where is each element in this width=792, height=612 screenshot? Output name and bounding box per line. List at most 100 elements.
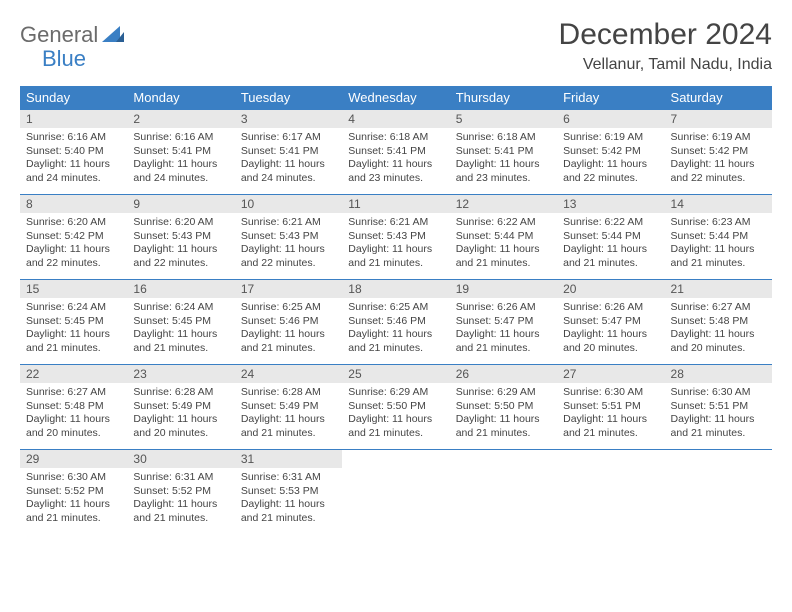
day-number: 27 xyxy=(557,365,664,383)
weekday-header: Tuesday xyxy=(235,86,342,110)
day-info: Sunrise: 6:30 AMSunset: 5:51 PMDaylight:… xyxy=(665,383,772,444)
calendar-cell xyxy=(342,450,449,535)
day-number: 21 xyxy=(665,280,772,298)
day-info: Sunrise: 6:19 AMSunset: 5:42 PMDaylight:… xyxy=(665,128,772,189)
calendar-cell: 9Sunrise: 6:20 AMSunset: 5:43 PMDaylight… xyxy=(127,195,234,280)
day-number: 11 xyxy=(342,195,449,213)
calendar-cell xyxy=(557,450,664,535)
calendar-cell: 31Sunrise: 6:31 AMSunset: 5:53 PMDayligh… xyxy=(235,450,342,535)
calendar-cell: 27Sunrise: 6:30 AMSunset: 5:51 PMDayligh… xyxy=(557,365,664,450)
day-number: 18 xyxy=(342,280,449,298)
calendar-row: 29Sunrise: 6:30 AMSunset: 5:52 PMDayligh… xyxy=(20,450,772,535)
day-number: 15 xyxy=(20,280,127,298)
day-number: 30 xyxy=(127,450,234,468)
day-info: Sunrise: 6:18 AMSunset: 5:41 PMDaylight:… xyxy=(450,128,557,189)
day-number: 5 xyxy=(450,110,557,128)
day-number: 28 xyxy=(665,365,772,383)
calendar-cell: 7Sunrise: 6:19 AMSunset: 5:42 PMDaylight… xyxy=(665,110,772,195)
day-number: 16 xyxy=(127,280,234,298)
calendar-cell: 8Sunrise: 6:20 AMSunset: 5:42 PMDaylight… xyxy=(20,195,127,280)
logo: General xyxy=(20,22,124,48)
title-block: December 2024 Vellanur, Tamil Nadu, Indi… xyxy=(559,18,772,74)
day-number: 7 xyxy=(665,110,772,128)
day-info: Sunrise: 6:29 AMSunset: 5:50 PMDaylight:… xyxy=(342,383,449,444)
logo-text-general: General xyxy=(20,22,98,48)
calendar-cell: 2Sunrise: 6:16 AMSunset: 5:41 PMDaylight… xyxy=(127,110,234,195)
day-info: Sunrise: 6:27 AMSunset: 5:48 PMDaylight:… xyxy=(20,383,127,444)
day-info: Sunrise: 6:28 AMSunset: 5:49 PMDaylight:… xyxy=(127,383,234,444)
day-number: 12 xyxy=(450,195,557,213)
day-number: 6 xyxy=(557,110,664,128)
calendar-cell: 14Sunrise: 6:23 AMSunset: 5:44 PMDayligh… xyxy=(665,195,772,280)
calendar-cell: 4Sunrise: 6:18 AMSunset: 5:41 PMDaylight… xyxy=(342,110,449,195)
calendar-cell: 11Sunrise: 6:21 AMSunset: 5:43 PMDayligh… xyxy=(342,195,449,280)
day-number: 31 xyxy=(235,450,342,468)
calendar-cell: 15Sunrise: 6:24 AMSunset: 5:45 PMDayligh… xyxy=(20,280,127,365)
calendar-body: 1Sunrise: 6:16 AMSunset: 5:40 PMDaylight… xyxy=(20,110,772,535)
calendar-cell: 12Sunrise: 6:22 AMSunset: 5:44 PMDayligh… xyxy=(450,195,557,280)
calendar-cell: 25Sunrise: 6:29 AMSunset: 5:50 PMDayligh… xyxy=(342,365,449,450)
weekday-header: Saturday xyxy=(665,86,772,110)
calendar-cell: 18Sunrise: 6:25 AMSunset: 5:46 PMDayligh… xyxy=(342,280,449,365)
calendar-cell: 19Sunrise: 6:26 AMSunset: 5:47 PMDayligh… xyxy=(450,280,557,365)
day-info: Sunrise: 6:22 AMSunset: 5:44 PMDaylight:… xyxy=(557,213,664,274)
weekday-header: Thursday xyxy=(450,86,557,110)
day-info: Sunrise: 6:28 AMSunset: 5:49 PMDaylight:… xyxy=(235,383,342,444)
day-info: Sunrise: 6:26 AMSunset: 5:47 PMDaylight:… xyxy=(557,298,664,359)
day-number: 2 xyxy=(127,110,234,128)
weekday-header: Sunday xyxy=(20,86,127,110)
calendar-cell: 3Sunrise: 6:17 AMSunset: 5:41 PMDaylight… xyxy=(235,110,342,195)
day-number: 20 xyxy=(557,280,664,298)
day-info: Sunrise: 6:26 AMSunset: 5:47 PMDaylight:… xyxy=(450,298,557,359)
logo-triangle-icon xyxy=(102,24,124,47)
day-info: Sunrise: 6:17 AMSunset: 5:41 PMDaylight:… xyxy=(235,128,342,189)
weekday-header: Friday xyxy=(557,86,664,110)
calendar-row: 1Sunrise: 6:16 AMSunset: 5:40 PMDaylight… xyxy=(20,110,772,195)
weekday-header: Wednesday xyxy=(342,86,449,110)
day-number: 24 xyxy=(235,365,342,383)
day-info: Sunrise: 6:22 AMSunset: 5:44 PMDaylight:… xyxy=(450,213,557,274)
weekday-header-row: SundayMondayTuesdayWednesdayThursdayFrid… xyxy=(20,86,772,110)
calendar-row: 15Sunrise: 6:24 AMSunset: 5:45 PMDayligh… xyxy=(20,280,772,365)
calendar-table: SundayMondayTuesdayWednesdayThursdayFrid… xyxy=(20,86,772,534)
day-info: Sunrise: 6:25 AMSunset: 5:46 PMDaylight:… xyxy=(235,298,342,359)
day-number: 3 xyxy=(235,110,342,128)
day-info: Sunrise: 6:30 AMSunset: 5:51 PMDaylight:… xyxy=(557,383,664,444)
weekday-header: Monday xyxy=(127,86,234,110)
calendar-row: 22Sunrise: 6:27 AMSunset: 5:48 PMDayligh… xyxy=(20,365,772,450)
month-title: December 2024 xyxy=(559,18,772,52)
day-info: Sunrise: 6:31 AMSunset: 5:52 PMDaylight:… xyxy=(127,468,234,529)
calendar-cell: 5Sunrise: 6:18 AMSunset: 5:41 PMDaylight… xyxy=(450,110,557,195)
calendar-cell: 24Sunrise: 6:28 AMSunset: 5:49 PMDayligh… xyxy=(235,365,342,450)
day-number: 23 xyxy=(127,365,234,383)
day-number: 26 xyxy=(450,365,557,383)
day-info: Sunrise: 6:21 AMSunset: 5:43 PMDaylight:… xyxy=(342,213,449,274)
day-number: 9 xyxy=(127,195,234,213)
day-number: 8 xyxy=(20,195,127,213)
day-info: Sunrise: 6:31 AMSunset: 5:53 PMDaylight:… xyxy=(235,468,342,529)
calendar-cell: 20Sunrise: 6:26 AMSunset: 5:47 PMDayligh… xyxy=(557,280,664,365)
day-info: Sunrise: 6:29 AMSunset: 5:50 PMDaylight:… xyxy=(450,383,557,444)
calendar-cell: 13Sunrise: 6:22 AMSunset: 5:44 PMDayligh… xyxy=(557,195,664,280)
day-info: Sunrise: 6:16 AMSunset: 5:41 PMDaylight:… xyxy=(127,128,234,189)
day-number: 1 xyxy=(20,110,127,128)
day-info: Sunrise: 6:18 AMSunset: 5:41 PMDaylight:… xyxy=(342,128,449,189)
calendar-cell: 22Sunrise: 6:27 AMSunset: 5:48 PMDayligh… xyxy=(20,365,127,450)
location: Vellanur, Tamil Nadu, India xyxy=(559,56,772,74)
day-info: Sunrise: 6:20 AMSunset: 5:43 PMDaylight:… xyxy=(127,213,234,274)
day-number: 29 xyxy=(20,450,127,468)
day-number: 22 xyxy=(20,365,127,383)
calendar-cell: 26Sunrise: 6:29 AMSunset: 5:50 PMDayligh… xyxy=(450,365,557,450)
day-number: 14 xyxy=(665,195,772,213)
day-info: Sunrise: 6:27 AMSunset: 5:48 PMDaylight:… xyxy=(665,298,772,359)
logo-text-blue: Blue xyxy=(42,46,86,72)
day-info: Sunrise: 6:21 AMSunset: 5:43 PMDaylight:… xyxy=(235,213,342,274)
calendar-cell: 17Sunrise: 6:25 AMSunset: 5:46 PMDayligh… xyxy=(235,280,342,365)
calendar-cell: 30Sunrise: 6:31 AMSunset: 5:52 PMDayligh… xyxy=(127,450,234,535)
day-info: Sunrise: 6:16 AMSunset: 5:40 PMDaylight:… xyxy=(20,128,127,189)
day-info: Sunrise: 6:25 AMSunset: 5:46 PMDaylight:… xyxy=(342,298,449,359)
day-number: 10 xyxy=(235,195,342,213)
day-number: 25 xyxy=(342,365,449,383)
day-number: 19 xyxy=(450,280,557,298)
calendar-cell xyxy=(450,450,557,535)
